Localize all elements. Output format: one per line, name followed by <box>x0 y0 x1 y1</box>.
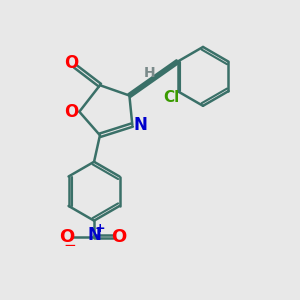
Text: O: O <box>64 53 79 71</box>
Text: N: N <box>87 226 101 244</box>
Text: +: + <box>94 221 105 235</box>
Text: O: O <box>64 103 78 121</box>
Text: −: − <box>63 238 76 253</box>
Text: N: N <box>134 116 148 134</box>
Text: O: O <box>111 228 126 246</box>
Text: O: O <box>59 228 74 246</box>
Text: H: H <box>144 66 155 80</box>
Text: Cl: Cl <box>163 90 179 105</box>
